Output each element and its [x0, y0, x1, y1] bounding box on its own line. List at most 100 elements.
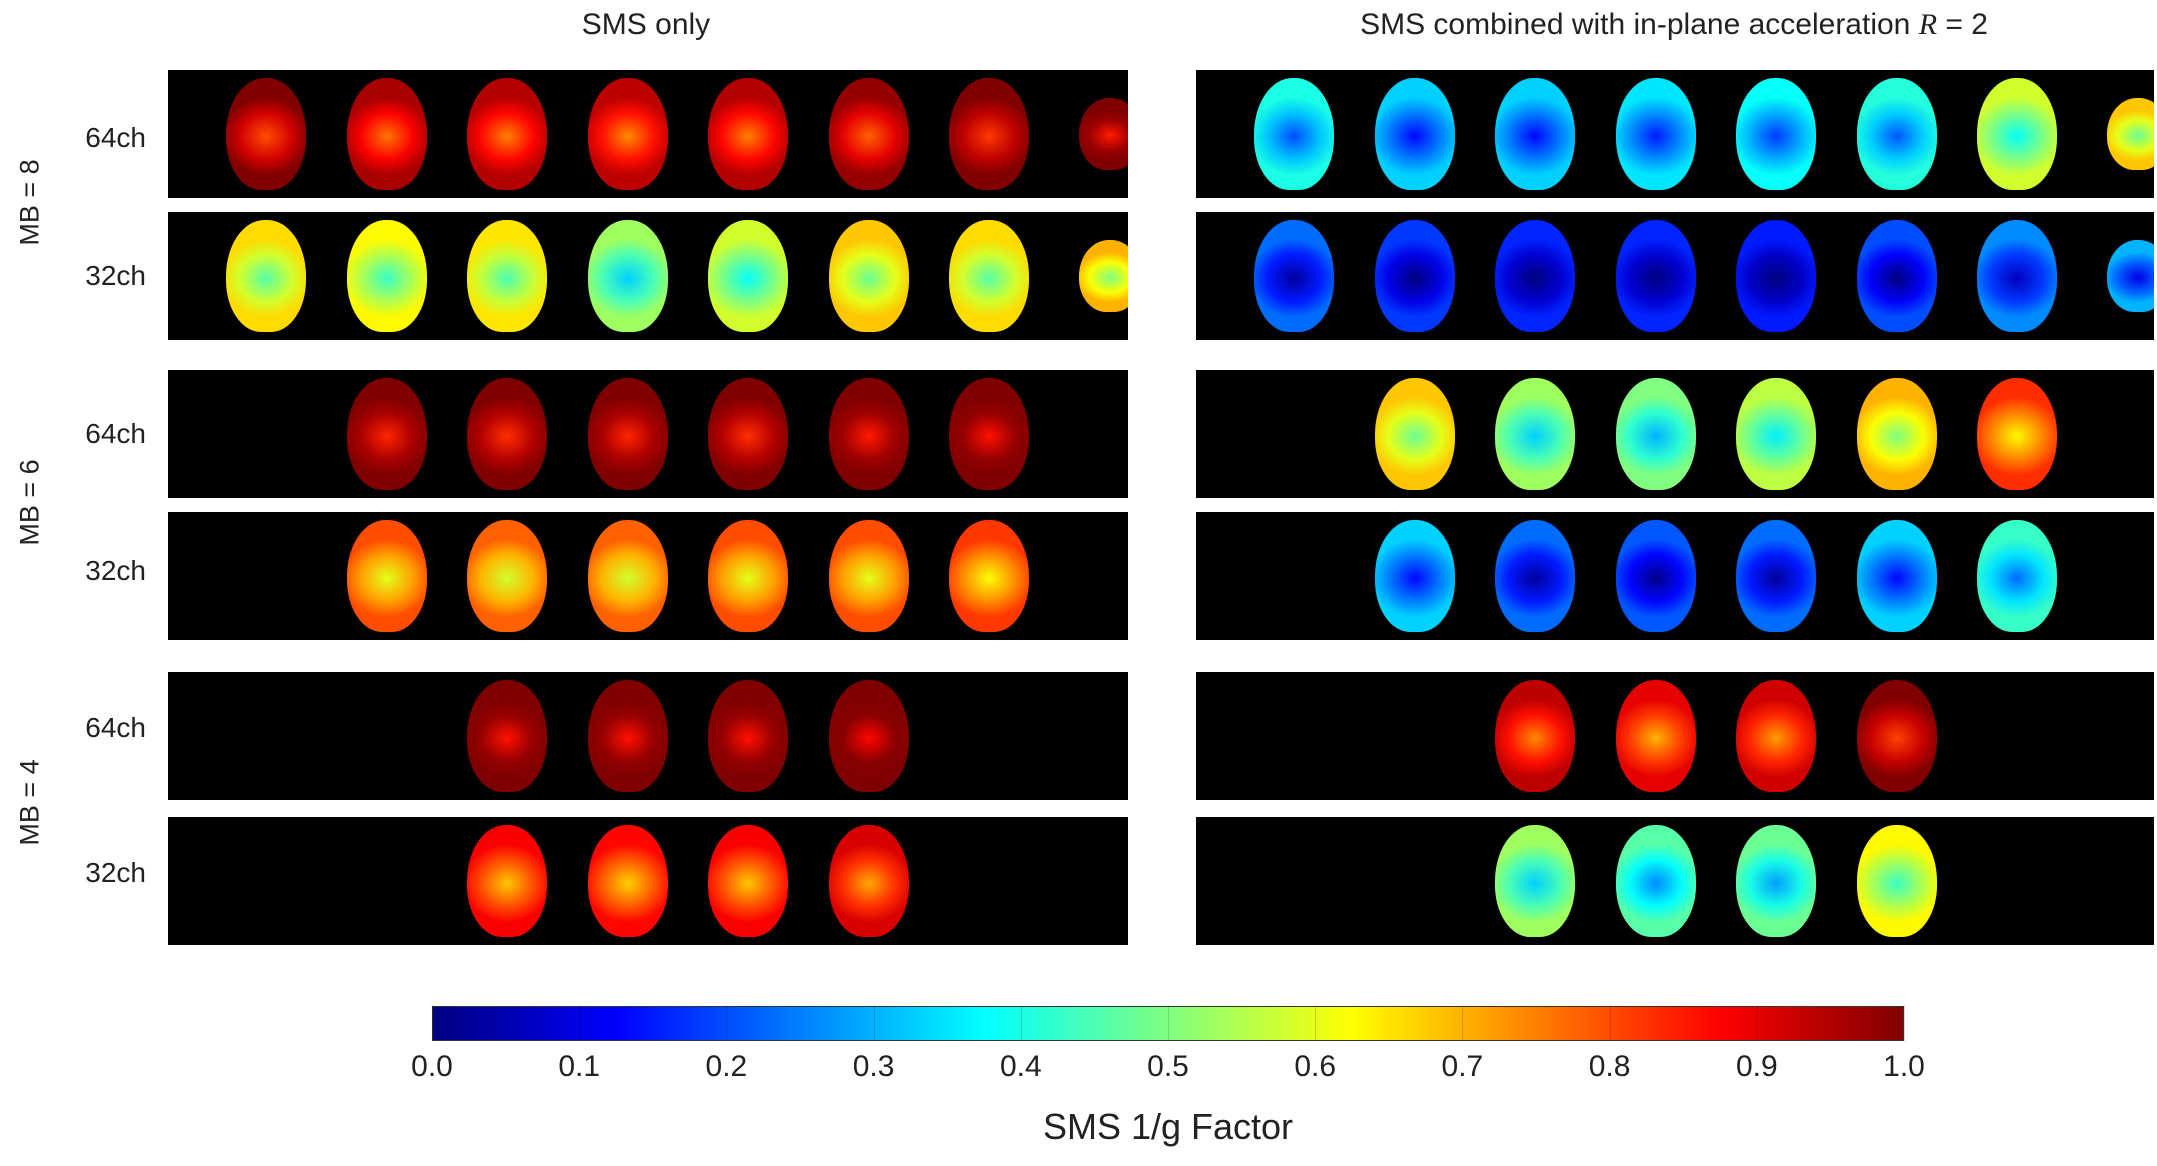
colorbar-tick-label: 1.0: [1883, 1050, 1925, 1083]
slice-map: [828, 220, 909, 332]
slice-map: [1856, 680, 1937, 792]
slice-map: [949, 520, 1029, 632]
slice-map: [346, 78, 427, 190]
slice-map: [708, 825, 788, 937]
slice-map: [1736, 680, 1816, 792]
colorbar-tick-label: 0.9: [1735, 1050, 1778, 1083]
slice-map: [1736, 78, 1816, 190]
panel-left-mb4-64ch: [168, 672, 1128, 800]
slice-map: [1977, 378, 2057, 490]
slice-map: [828, 378, 909, 490]
slice-map: [2106, 240, 2154, 312]
panel-right-mb4-32ch: [1196, 817, 2154, 945]
colorbar-tick-label: 0.8: [1588, 1050, 1631, 1083]
colorbar-tick: [1462, 1005, 1464, 1041]
slice-map: [1495, 78, 1575, 190]
colorbar-tick: [1904, 1005, 1905, 1041]
slice-map: [708, 78, 788, 190]
slice-map: [1078, 98, 1128, 170]
colorbar-tick-label: 0.1: [558, 1050, 601, 1083]
panel-left-mb8-64ch: [168, 70, 1128, 198]
panel-right-mb8-64ch: [1196, 70, 2154, 198]
panel-left-mb8-32ch: [168, 212, 1128, 340]
slice-map: [467, 520, 547, 632]
slice-map: [1374, 220, 1455, 332]
colorbar-tick: [1315, 1005, 1317, 1041]
row-label-mb8-32ch: 32ch: [85, 260, 146, 291]
row-label-mb6-32ch: 32ch: [85, 555, 146, 586]
slice-map: [1495, 680, 1575, 792]
slice-map: [1977, 78, 2057, 190]
slice-map: [708, 520, 788, 632]
slice-map: [346, 520, 427, 632]
slice-map: [587, 78, 668, 190]
slice-map: [828, 520, 909, 632]
slice-map: [1078, 240, 1128, 312]
slice-map: [467, 680, 547, 792]
slice-map: [1977, 220, 2057, 332]
panel-left-mb4-32ch: [168, 817, 1128, 945]
panel-right-mb6-64ch: [1196, 370, 2154, 498]
slice-map: [1615, 78, 1696, 190]
slice-map: [1856, 220, 1937, 332]
slice-map: [1495, 220, 1575, 332]
colorbar-tick-label: 0.6: [1294, 1050, 1337, 1083]
colorbar-tick: [726, 1005, 728, 1041]
slice-map: [708, 378, 788, 490]
panel-left-mb6-64ch: [168, 370, 1128, 498]
row-label-mb4-64ch: 64ch: [85, 712, 146, 743]
colorbar-tick: [1020, 1005, 1022, 1041]
slice-map: [1856, 520, 1937, 632]
slice-map: [467, 220, 547, 332]
slice-map: [587, 520, 668, 632]
right-title-suffix: = 2: [1937, 8, 1988, 41]
colorbar-tick: [579, 1005, 581, 1041]
slice-map: [1856, 825, 1937, 937]
slice-map: [1495, 825, 1575, 937]
slice-map: [1495, 520, 1575, 632]
slice-map: [587, 378, 668, 490]
row-label-mb4-32ch: 32ch: [85, 857, 146, 888]
slice-map: [1615, 378, 1696, 490]
right-title-variable: R: [1918, 8, 1938, 41]
slice-map: [1736, 378, 1816, 490]
slice-map: [1615, 825, 1696, 937]
slice-map: [828, 78, 909, 190]
slice-map: [1736, 825, 1816, 937]
slice-map: [587, 680, 668, 792]
row-label-mb8-64ch: 64ch: [85, 122, 146, 153]
slice-map: [1374, 378, 1455, 490]
slice-map: [1254, 220, 1334, 332]
colorbar-tick-label: 0.4: [999, 1050, 1042, 1083]
slice-map: [1615, 520, 1696, 632]
colorbar-title: SMS 1/g Factor: [1042, 1106, 1294, 1147]
slice-map: [1736, 220, 1816, 332]
colorbar-tick: [432, 1005, 433, 1041]
colorbar: [432, 1006, 1904, 1041]
slice-map: [1374, 520, 1455, 632]
left-column-title: SMS only: [581, 8, 711, 41]
slice-map: [949, 220, 1029, 332]
right-column-title: SMS combined with in-plane acceleration …: [1194, 8, 2154, 42]
colorbar-tick: [1756, 1005, 1758, 1041]
slice-map: [1374, 78, 1455, 190]
colorbar-tick: [1609, 1005, 1611, 1041]
slice-map: [708, 680, 788, 792]
slice-map: [708, 220, 788, 332]
slice-map: [346, 378, 427, 490]
colorbar-tick: [873, 1005, 875, 1041]
slice-map: [226, 220, 306, 332]
colorbar-tick-label: 0.3: [852, 1050, 895, 1083]
slice-map: [587, 220, 668, 332]
slice-map: [226, 78, 306, 190]
slice-map: [467, 78, 547, 190]
colorbar-tick: [1168, 1005, 1169, 1041]
slice-map: [949, 78, 1029, 190]
slice-map: [1254, 78, 1334, 190]
colorbar-tick-label: 0.5: [1147, 1050, 1189, 1083]
panel-right-mb6-32ch: [1196, 512, 2154, 640]
slice-map: [1615, 680, 1696, 792]
slice-map: [1856, 378, 1937, 490]
slice-map: [2106, 98, 2154, 170]
slice-map: [467, 825, 547, 937]
